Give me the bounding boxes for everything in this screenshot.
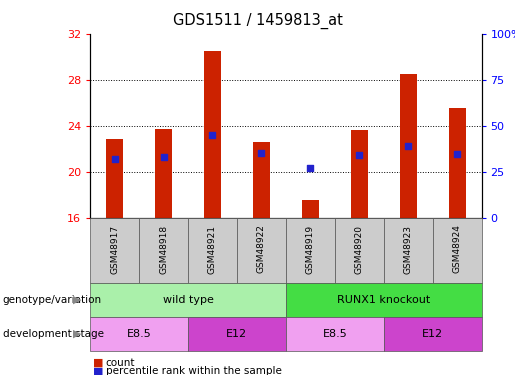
Bar	[286, 317, 384, 351]
Bar	[351, 130, 368, 218]
Text: ▶: ▶	[73, 295, 81, 305]
Point	[160, 154, 168, 160]
Point	[355, 153, 364, 159]
Bar	[188, 217, 237, 283]
Bar	[400, 74, 417, 217]
Text: GSM48924: GSM48924	[453, 225, 461, 273]
Bar	[90, 217, 139, 283]
Point	[110, 156, 118, 162]
Text: E12: E12	[226, 329, 248, 339]
Bar	[253, 142, 270, 218]
Bar	[90, 283, 286, 317]
Bar	[384, 217, 433, 283]
Bar	[188, 317, 286, 351]
Text: GSM48918: GSM48918	[159, 224, 168, 274]
Text: GSM48919: GSM48919	[306, 224, 315, 274]
Point	[453, 152, 461, 157]
Bar	[106, 140, 123, 218]
Text: GSM48923: GSM48923	[404, 225, 413, 273]
Text: GSM48922: GSM48922	[257, 225, 266, 273]
Bar	[237, 217, 286, 283]
Bar	[433, 217, 482, 283]
Text: development stage: development stage	[3, 329, 104, 339]
Text: RUNX1 knockout: RUNX1 knockout	[337, 295, 431, 305]
Point	[306, 165, 314, 171]
Text: E8.5: E8.5	[322, 329, 347, 339]
Text: GSM48921: GSM48921	[208, 225, 217, 273]
Bar	[155, 129, 172, 218]
Text: genotype/variation: genotype/variation	[3, 295, 101, 305]
Text: E8.5: E8.5	[127, 329, 151, 339]
Bar	[286, 283, 482, 317]
Bar	[384, 317, 482, 351]
Text: E12: E12	[422, 329, 443, 339]
Bar	[286, 217, 335, 283]
Bar	[335, 217, 384, 283]
Text: GSM48920: GSM48920	[355, 225, 364, 273]
Bar	[449, 108, 466, 217]
Bar	[302, 200, 319, 217]
Point	[208, 132, 216, 138]
Text: GSM48917: GSM48917	[110, 224, 119, 274]
Text: ■: ■	[93, 366, 103, 375]
Point	[404, 143, 413, 149]
Point	[257, 150, 266, 156]
Bar	[139, 217, 188, 283]
Text: percentile rank within the sample: percentile rank within the sample	[106, 366, 282, 375]
Text: ▶: ▶	[73, 329, 81, 339]
Text: wild type: wild type	[163, 295, 213, 305]
Text: GDS1511 / 1459813_at: GDS1511 / 1459813_at	[173, 13, 342, 29]
Bar	[90, 317, 188, 351]
Bar	[204, 51, 221, 217]
Text: count: count	[106, 358, 135, 368]
Text: ■: ■	[93, 358, 103, 368]
